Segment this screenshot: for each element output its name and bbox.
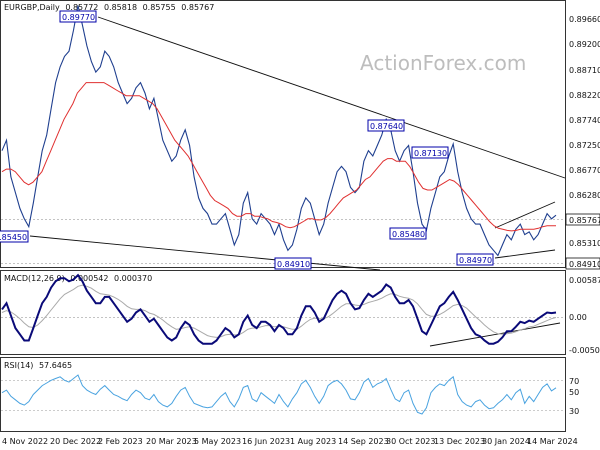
x-tick: 30 Jan 2024 <box>482 437 530 446</box>
macd-panel-frame <box>0 270 566 355</box>
label-high: 0.89770 <box>62 13 95 22</box>
price-tick: 0.88220 <box>569 91 600 100</box>
label-dec-low: 0.85480 <box>392 230 425 239</box>
upper-trendline <box>97 16 566 179</box>
chart-title-symbol: EURGBP,Daily <box>4 3 60 12</box>
macd-tick: -0.005021 <box>569 346 600 355</box>
x-tick: 5 May 2023 <box>194 437 241 446</box>
label-aug-low: 0.84910 <box>277 260 310 269</box>
quote-open: 0.85772 <box>65 3 98 12</box>
x-tick: 2 Feb 2023 <box>98 437 143 446</box>
label-dec-high: 0.87130 <box>414 149 447 158</box>
low-price-box <box>565 257 600 270</box>
x-tick: 13 Dec 2023 <box>434 437 485 446</box>
label-start-low: 0.85450 <box>0 233 27 242</box>
rsi-tick: 30 <box>569 407 579 416</box>
price-tick: 0.89200 <box>569 40 600 49</box>
x-tick: 20 Dec 2022 <box>50 437 101 446</box>
x-tick: 20 Mar 2023 <box>146 437 197 446</box>
quote-close: 0.85767 <box>181 3 214 12</box>
label-box-oct-high <box>367 119 405 132</box>
rsi-title: RSI(14) 57.6465 <box>4 361 72 370</box>
macd-title-label: MACD(12,26,9) <box>4 274 65 283</box>
watermark: ActionForex.com <box>360 51 526 75</box>
rsi-y-axis: 70 50 30 <box>569 377 579 416</box>
label-box-dec-low <box>389 227 427 240</box>
price-tick: 0.89660 <box>569 15 600 24</box>
rsi-tick: 50 <box>569 388 579 397</box>
price-annotations: 0.89770 0.87640 0.87130 0.85480 0.84970 … <box>0 10 494 270</box>
x-tick: 30 Oct 2023 <box>386 437 435 446</box>
price-tick: 0.87740 <box>569 116 600 125</box>
price-tick: 0.85310 <box>569 239 600 248</box>
lower-trendline <box>29 235 381 271</box>
macd-y-axis: 0.00587 0.00 -0.005021 <box>569 276 600 355</box>
label-box-dec-high <box>411 146 449 159</box>
price-y-axis: 0.89660 0.89200 0.88710 0.88220 0.87740 … <box>565 15 600 270</box>
macd-readout-2: 0.000370 <box>114 274 152 283</box>
macd-tick: 0.00 <box>569 313 587 322</box>
wedge-lower-line <box>494 249 556 259</box>
price-series <box>1 5 557 257</box>
macd-series <box>1 273 557 345</box>
rsi-title-label: RSI(14) <box>4 361 33 370</box>
x-tick: 14 Mar 2024 <box>527 437 578 446</box>
x-axis: 4 Nov 2022 20 Dec 2022 2 Feb 2023 20 Mar… <box>2 437 578 446</box>
quote-low: 0.85755 <box>143 3 176 12</box>
price-tick-low: 0.84910 <box>569 260 600 269</box>
price-tick: 0.88710 <box>569 66 600 75</box>
x-tick: 14 Sep 2023 <box>338 437 389 446</box>
label-box-aug-low <box>274 257 312 270</box>
label-box-high <box>59 10 97 23</box>
rsi-tick: 70 <box>569 377 579 386</box>
moving-average-series <box>1 82 556 232</box>
x-tick: 1 Aug 2023 <box>290 437 336 446</box>
macd-title: MACD(12,26,9) 0.000542 0.000370 <box>4 274 152 283</box>
x-tick: 4 Nov 2022 <box>2 437 48 446</box>
wedge-upper-line <box>494 201 556 229</box>
price-tick: 0.86770 <box>569 166 600 175</box>
label-box-feb-low <box>456 253 494 266</box>
rsi-series <box>1 374 557 415</box>
chart-title: EURGBP,Daily 0.85772 0.85818 0.85755 0.8… <box>4 3 214 12</box>
price-tick-current: 0.85767 <box>569 216 600 225</box>
price-tick: 0.87250 <box>569 141 600 150</box>
quote-high: 0.85818 <box>104 3 137 12</box>
rsi-readout: 57.6465 <box>39 361 72 370</box>
label-oct-high: 0.87640 <box>370 122 403 131</box>
price-tick: 0.86280 <box>569 191 600 200</box>
x-tick: 16 Jun 2023 <box>242 437 290 446</box>
label-box-start-low <box>0 230 29 243</box>
macd-tick: 0.00587 <box>569 276 600 285</box>
rsi-panel-frame <box>0 357 566 432</box>
macd-trendline <box>429 322 561 347</box>
current-price-box <box>565 213 600 226</box>
macd-readout-1: 0.000542 <box>70 274 108 283</box>
label-feb-low: 0.84970 <box>459 256 492 265</box>
